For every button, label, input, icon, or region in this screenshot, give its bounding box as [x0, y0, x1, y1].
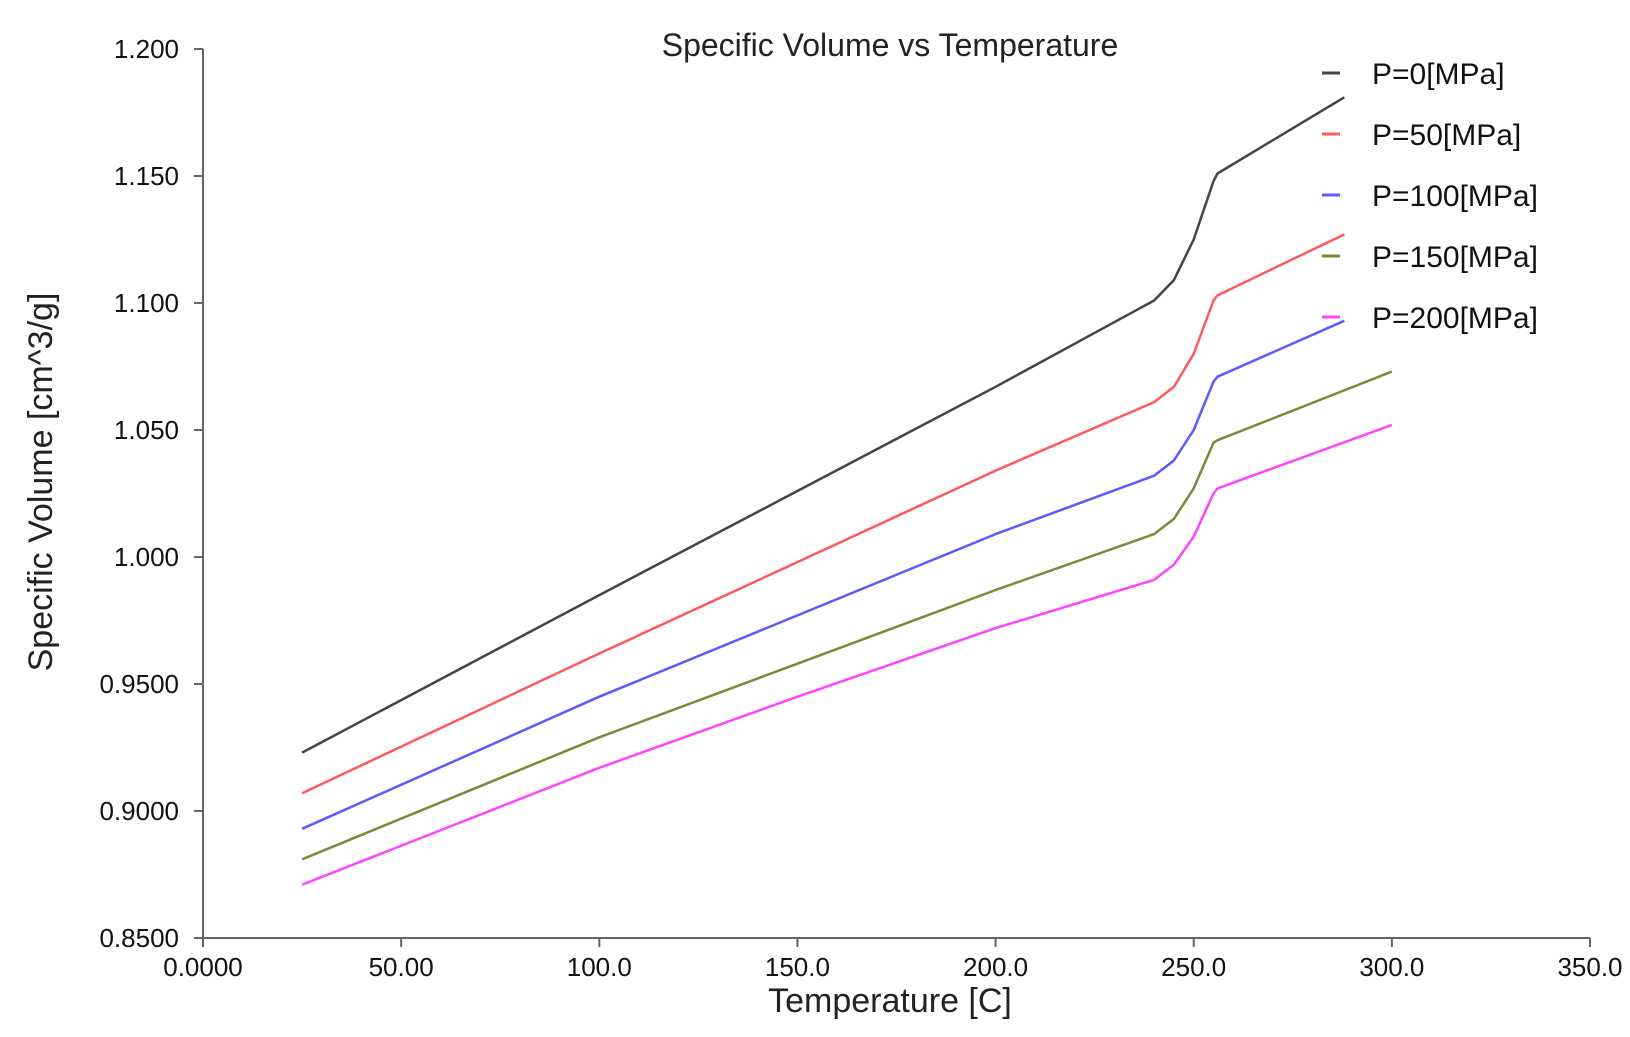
legend: P=0[MPa] P=50[MPa] P=100[MPa] P=150[MPa] P=2… [1322, 58, 1538, 335]
series-lines [301, 96, 1393, 886]
chart-title: Specific Volume vs Temperature [662, 27, 1119, 63]
x-tick-label: 250.0 [1161, 952, 1226, 982]
series-line-2 [301, 233, 1345, 795]
legend-label: P=150[MPa] [1372, 241, 1538, 274]
y-tick-label: 0.9000 [99, 796, 179, 826]
x-axis-title: Temperature [C] [768, 982, 1012, 1020]
legend-label: P=200[MPa] [1372, 302, 1538, 335]
x-tick-label: 300.0 [1359, 952, 1424, 982]
x-tick-label: 350.0 [1557, 952, 1622, 982]
series-line-1 [301, 96, 1345, 754]
series-line-4 [301, 370, 1393, 861]
y-tick-label: 0.8500 [99, 923, 179, 953]
x-tick-label: 0.0000 [163, 952, 243, 982]
series-line-3 [301, 319, 1345, 830]
y-tick-label: 1.000 [114, 542, 179, 572]
series-line-5 [301, 423, 1393, 886]
legend-label: P=100[MPa] [1372, 180, 1538, 213]
y-ticks: 0.8500 0.9000 0.9500 1.000 1.050 1.100 1.150 1.… [99, 34, 203, 953]
x-tick-label: 150.0 [765, 952, 830, 982]
x-tick-label: 100.0 [567, 952, 632, 982]
y-tick-label: 1.050 [114, 415, 179, 445]
y-tick-label: 0.9500 [99, 669, 179, 699]
y-tick-label: 1.200 [114, 34, 179, 64]
plot-area: 0.0000 50.00 100.0 150.0 200.0 250.0 300.0 350.… [99, 34, 1622, 982]
legend-label: P=50[MPa] [1372, 119, 1521, 152]
y-tick-label: 1.100 [114, 288, 179, 318]
y-axis-title: Specific Volume [cm^3/g] [22, 293, 60, 672]
x-ticks: 0.0000 50.00 100.0 150.0 200.0 250.0 300.0 350.… [163, 938, 1623, 982]
x-tick-label: 50.00 [369, 952, 434, 982]
legend-label: P=0[MPa] [1372, 58, 1505, 91]
x-tick-label: 200.0 [963, 952, 1028, 982]
y-tick-label: 1.150 [114, 161, 179, 191]
